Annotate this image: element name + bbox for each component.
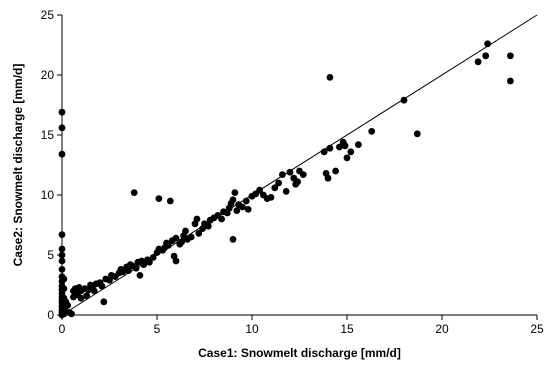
y-axis-ticks: 0 5 10 15 20 25 (41, 8, 62, 322)
y-tick-label: 0 (47, 308, 54, 322)
x-tick-label: 5 (154, 322, 161, 336)
data-point (229, 196, 237, 204)
data-point (100, 298, 108, 306)
data-point (267, 194, 275, 201)
x-tick-label: 15 (340, 322, 354, 336)
y-tick-label: 20 (41, 68, 55, 82)
data-point (320, 148, 328, 156)
data-point (204, 222, 212, 230)
data-point (413, 130, 421, 138)
data-point (299, 171, 307, 179)
data-point (187, 233, 195, 241)
data-point (271, 184, 279, 192)
data-point (218, 215, 226, 223)
data-point (239, 203, 246, 211)
data-point (347, 148, 355, 156)
data-point (244, 206, 252, 213)
data-point (343, 154, 351, 162)
y-tick-label: 15 (41, 128, 55, 142)
data-point (146, 258, 153, 266)
data-point (484, 40, 491, 48)
y-tick-label: 25 (41, 8, 55, 22)
data-point (286, 168, 294, 176)
data-point (136, 272, 144, 279)
data-point (474, 58, 482, 66)
data-point (149, 254, 157, 261)
data-points (58, 40, 514, 319)
data-point (195, 230, 203, 237)
data-point (83, 292, 91, 300)
data-point (279, 171, 286, 179)
data-point (172, 234, 180, 242)
data-point (178, 238, 186, 246)
data-point (507, 77, 514, 85)
data-point (294, 178, 301, 186)
data-point (229, 236, 237, 243)
data-point (231, 189, 239, 197)
x-tick-label: 25 (530, 322, 544, 336)
x-tick-label: 0 (59, 322, 66, 336)
data-point (165, 242, 172, 249)
data-point (242, 197, 250, 205)
data-point (119, 268, 127, 276)
data-point (256, 186, 263, 194)
axes (61, 15, 537, 316)
data-point (326, 74, 334, 81)
x-tick-label: 20 (435, 322, 449, 336)
data-point (68, 310, 75, 318)
data-point (193, 215, 201, 223)
x-tick-label: 10 (245, 322, 259, 336)
x-axis-ticks: 0 5 10 15 20 25 (59, 315, 544, 336)
data-point (166, 197, 174, 205)
data-point (341, 142, 349, 150)
data-point (90, 287, 98, 295)
data-point (132, 264, 140, 272)
data-point (482, 52, 490, 60)
data-point (125, 267, 132, 274)
data-point (326, 144, 334, 152)
data-point (368, 127, 376, 135)
data-point (77, 294, 85, 302)
y-tick-label: 10 (41, 188, 55, 202)
y-axis-title: Case2: Snowmelt discharge [mm/d] (11, 64, 25, 267)
x-axis-title: Case1: Snowmelt discharge [mm/d] (198, 346, 401, 360)
data-point (282, 188, 290, 195)
y-tick-label: 5 (47, 248, 54, 262)
data-point (336, 143, 343, 151)
data-point (400, 96, 408, 104)
data-point (155, 195, 163, 203)
data-point (182, 227, 189, 235)
data-point (233, 207, 241, 215)
data-point (172, 257, 180, 265)
data-point (64, 302, 72, 309)
data-point (355, 141, 362, 149)
data-point (324, 174, 332, 182)
data-point (332, 167, 339, 175)
data-point (140, 261, 148, 268)
data-point (98, 282, 106, 290)
data-point (130, 189, 138, 197)
data-point (507, 52, 514, 60)
data-point (275, 179, 282, 187)
